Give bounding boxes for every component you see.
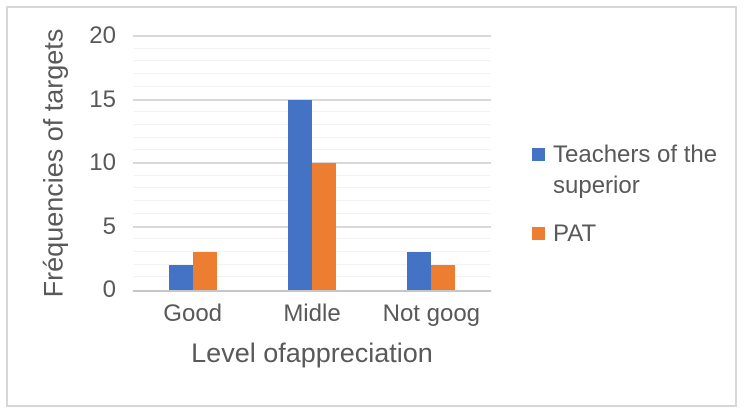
minor-gridline bbox=[133, 47, 491, 49]
legend: Teachers of the superior PAT bbox=[532, 139, 735, 249]
minor-gridline bbox=[133, 136, 491, 138]
plot-area bbox=[133, 35, 491, 292]
minor-gridline bbox=[133, 60, 491, 62]
minor-gridline bbox=[133, 149, 491, 151]
legend-swatch-orange bbox=[532, 227, 545, 240]
y-tick-label: 5 bbox=[102, 212, 116, 240]
major-gridline bbox=[133, 35, 491, 37]
minor-gridline bbox=[133, 85, 491, 87]
category-label-good: Good bbox=[163, 300, 223, 327]
x-axis-title: Level ofappreciation bbox=[191, 338, 433, 368]
chart-frame: Fréquencies of targets 0 5 10 15 20 Good Mid… bbox=[6, 6, 737, 407]
y-tick-label: 15 bbox=[89, 85, 116, 113]
category-label-not-goog: Not goog bbox=[382, 300, 481, 327]
y-tick-label: 10 bbox=[89, 149, 116, 176]
bar-series1-midle bbox=[288, 99, 312, 290]
bar-series2-not-goog bbox=[431, 264, 456, 290]
bar-series1-good bbox=[168, 264, 193, 290]
minor-gridline bbox=[133, 123, 491, 125]
bar-series2-good bbox=[192, 251, 217, 290]
legend-label-teachers: Teachers of the superior bbox=[553, 141, 718, 199]
y-tick-label: 0 bbox=[102, 276, 116, 303]
bar-series1-not-goog bbox=[407, 251, 432, 290]
y-tick-label: 20 bbox=[89, 22, 116, 49]
bar-series2-midle bbox=[312, 163, 336, 290]
legend-label-pat: PAT bbox=[553, 220, 597, 247]
category-label-midle: Midle bbox=[283, 300, 341, 327]
minor-gridline bbox=[133, 111, 491, 113]
x-axis-category-labels: Good Midle Not goog bbox=[133, 300, 491, 328]
legend-item-pat: PAT bbox=[532, 218, 735, 249]
major-gridline bbox=[133, 98, 491, 101]
legend-swatch-blue bbox=[532, 148, 545, 161]
minor-gridline bbox=[133, 73, 491, 75]
legend-item-teachers: Teachers of the superior bbox=[532, 139, 735, 201]
